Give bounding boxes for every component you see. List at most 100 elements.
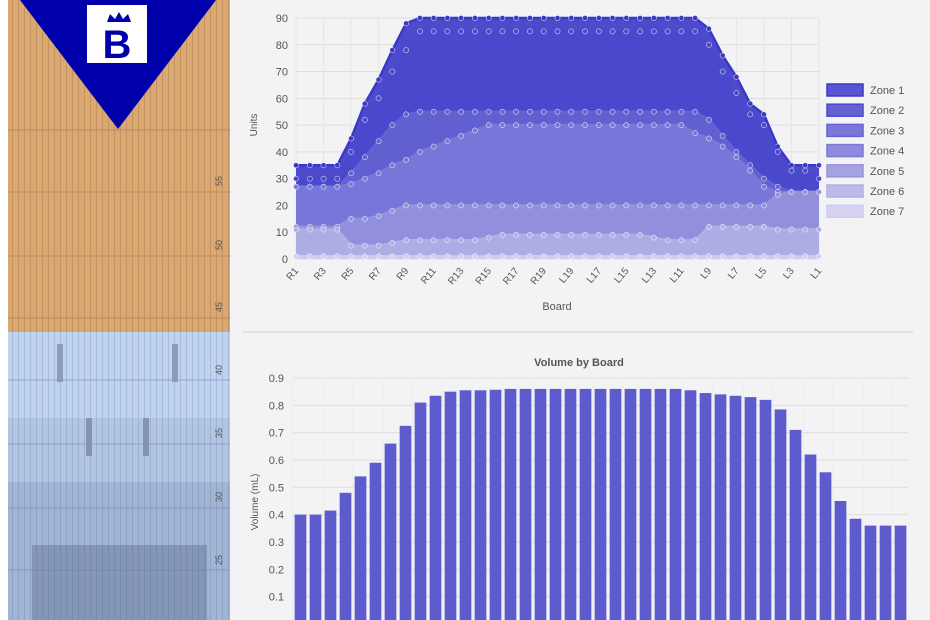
zone-x-tick: R5 <box>340 266 357 283</box>
zone-point <box>472 28 478 35</box>
board-marker: 30 <box>214 492 224 502</box>
zone-point <box>513 108 520 115</box>
zone-point <box>361 242 368 249</box>
zone-point <box>375 138 382 145</box>
zone-point <box>444 138 451 145</box>
zone-point <box>306 175 313 182</box>
zone-point <box>623 253 630 260</box>
zone-point <box>320 253 327 260</box>
volume-bar <box>834 501 847 620</box>
zone-point <box>485 202 492 209</box>
zone-x-tick: L19 <box>557 266 576 286</box>
zone-point <box>306 226 313 233</box>
zone-point <box>650 234 657 241</box>
zone-point <box>706 41 712 48</box>
zone-point <box>361 154 368 161</box>
zone-point <box>417 15 423 21</box>
volume-y-tick: 0.4 <box>269 510 284 522</box>
zone-point <box>403 202 409 209</box>
board-marker: 25 <box>214 555 224 565</box>
volume-y-tick: 0.8 <box>269 400 284 412</box>
zone-point <box>692 130 698 136</box>
zone-point <box>320 226 327 233</box>
zone-point <box>513 15 520 21</box>
zone-point <box>444 253 451 260</box>
zone-point <box>430 15 437 21</box>
zone-x-tick: L7 <box>726 266 742 282</box>
zone-point <box>788 189 795 195</box>
zone-point <box>485 253 492 260</box>
volume-y-tick: 0.3 <box>269 537 284 549</box>
zone-point <box>334 253 341 260</box>
zone-point <box>650 253 657 260</box>
volume-bar <box>309 514 322 620</box>
volume-bar <box>804 454 817 620</box>
zone-point <box>430 108 437 115</box>
zone-legend: Zone 1 Zone 2 Zone 3 Zone 4 Zone 5 Zone 6 Zone… <box>826 83 904 218</box>
zone-point <box>472 127 478 134</box>
zone-point <box>568 232 575 238</box>
zone-point <box>403 253 409 260</box>
zone-point <box>430 143 437 150</box>
zone-points-1 <box>293 15 822 169</box>
zone-point <box>609 202 616 209</box>
zone-point <box>664 108 671 115</box>
zone-point <box>637 202 643 209</box>
zone-point <box>761 253 767 260</box>
zone-point <box>706 202 712 209</box>
volume-bar <box>879 525 892 620</box>
zone-point <box>623 202 630 209</box>
board-marker: 45 <box>214 302 224 312</box>
zone-point <box>595 122 602 128</box>
zone-x-tick: L1 <box>809 266 825 282</box>
zone-point <box>706 253 712 260</box>
zone-point <box>761 111 767 118</box>
zone-point <box>472 15 478 21</box>
zone-point <box>582 28 588 35</box>
zone-point <box>733 90 740 96</box>
zone-point <box>761 224 767 230</box>
zone-point <box>582 108 588 115</box>
zone-point <box>595 108 602 115</box>
volume-bar <box>354 476 367 620</box>
zone-point <box>802 253 809 260</box>
zone-point <box>609 15 616 21</box>
legend-swatch-zone-5 <box>826 164 864 178</box>
zone-point <box>816 162 822 169</box>
zone-point <box>306 183 313 190</box>
zone-point <box>293 175 299 182</box>
zone-x-tick: L17 <box>585 266 604 286</box>
zone-point <box>774 191 781 198</box>
zone-points-7 <box>293 253 822 260</box>
zone-point <box>568 28 575 35</box>
volume-bar <box>369 462 382 620</box>
zone-y-tick: 40 <box>276 147 288 159</box>
zone-points-5 <box>293 189 822 230</box>
zone-point <box>595 15 602 21</box>
zone-point <box>595 202 602 209</box>
zone-point <box>554 253 561 260</box>
zone-point <box>472 253 478 260</box>
zone-point <box>678 28 685 35</box>
lane-arrow-mark <box>57 344 63 382</box>
zone-y-axis-label: Units <box>249 114 260 137</box>
zone-point <box>816 189 822 195</box>
zone-point <box>361 215 368 222</box>
zone-point <box>389 207 396 214</box>
zone-point <box>417 237 423 244</box>
zone-point <box>499 232 506 238</box>
zone-point <box>733 149 740 155</box>
zone-point <box>361 100 368 107</box>
lane-arrow-mark <box>172 344 178 382</box>
zone-y-tick: 80 <box>276 40 288 52</box>
volume-bar <box>579 388 592 620</box>
zone-point <box>417 28 423 35</box>
zone-point <box>458 132 465 139</box>
zone-x-axis-label: Board <box>542 301 571 313</box>
volume-chart: Volume by Board 00.10.20.30.40.50.60.70.… <box>250 357 908 620</box>
legend-swatch-zone-2 <box>826 103 864 117</box>
zone-point <box>513 28 520 35</box>
volume-bar <box>894 525 907 620</box>
zone-point <box>348 170 354 177</box>
legend-label-zone-3: Zone 3 <box>870 125 904 137</box>
